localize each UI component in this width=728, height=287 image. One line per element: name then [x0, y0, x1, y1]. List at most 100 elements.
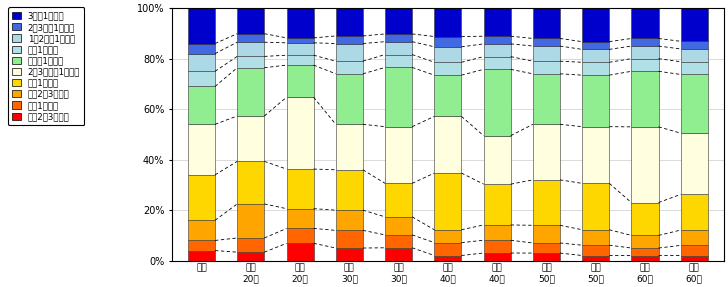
Bar [336, 230, 363, 248]
Bar [483, 36, 511, 44]
Bar [631, 38, 659, 46]
Bar [533, 253, 560, 261]
Bar [188, 175, 215, 220]
Bar [681, 194, 708, 230]
Bar [681, 133, 708, 194]
Bar [287, 65, 314, 97]
Bar [435, 243, 462, 255]
Bar [631, 203, 659, 235]
Bar [188, 71, 215, 86]
Bar [435, 230, 462, 243]
Bar [237, 116, 264, 161]
Bar [237, 204, 264, 238]
Bar [582, 49, 609, 62]
Bar [631, 46, 659, 59]
Bar [533, 61, 560, 74]
Bar [287, 43, 314, 55]
Bar [533, 8, 560, 38]
Bar [483, 184, 511, 225]
Bar [188, 86, 215, 124]
Bar [533, 180, 560, 225]
Bar [336, 248, 363, 261]
Bar [188, 124, 215, 175]
Bar [582, 62, 609, 75]
Bar [336, 44, 363, 61]
Bar [582, 183, 609, 230]
Bar [582, 255, 609, 261]
Bar [435, 62, 462, 75]
Bar [681, 230, 708, 245]
Bar [237, 68, 264, 116]
Bar [385, 183, 412, 217]
Bar [582, 245, 609, 255]
Bar [237, 252, 264, 261]
Bar [681, 75, 708, 133]
Bar [188, 220, 215, 241]
Bar [188, 8, 215, 44]
Bar [385, 67, 412, 127]
Bar [237, 161, 264, 204]
Bar [435, 47, 462, 62]
Bar [385, 55, 412, 67]
Bar [188, 251, 215, 261]
Bar [435, 173, 462, 230]
Bar [287, 38, 314, 43]
Bar [483, 44, 511, 57]
Bar [582, 8, 609, 42]
Bar [237, 56, 264, 68]
Bar [237, 34, 264, 42]
Bar [385, 235, 412, 248]
Bar [188, 241, 215, 251]
Bar [385, 248, 412, 261]
Bar [681, 49, 708, 62]
Bar [483, 69, 511, 136]
Bar [287, 8, 314, 38]
Bar [336, 74, 363, 124]
Bar [681, 62, 708, 75]
Bar [385, 42, 412, 55]
Bar [435, 255, 462, 261]
Bar [287, 228, 314, 243]
Bar [435, 36, 462, 47]
Bar [631, 59, 659, 71]
Bar [582, 42, 609, 49]
Bar [336, 210, 363, 230]
Bar [533, 46, 560, 61]
Bar [582, 230, 609, 245]
Legend: 3年に1回未満, 2〜3年に1回程度, 1〜2年に1回程度, 年に1回程度, 半年に1回程度, 2〜3カ月に1回程度, 月に1回程度, 月に2〜3回程度, 週に: 3年に1回未満, 2〜3年に1回程度, 1〜2年に1回程度, 年に1回程度, 半… [8, 7, 84, 125]
Bar [188, 44, 215, 54]
Bar [435, 75, 462, 116]
Bar [631, 8, 659, 38]
Bar [533, 74, 560, 124]
Bar [483, 225, 511, 240]
Bar [631, 127, 659, 203]
Bar [237, 238, 264, 252]
Bar [188, 54, 215, 71]
Bar [336, 124, 363, 170]
Bar [533, 124, 560, 180]
Bar [533, 243, 560, 253]
Bar [681, 41, 708, 49]
Bar [287, 55, 314, 65]
Bar [237, 42, 264, 56]
Bar [385, 217, 412, 235]
Bar [287, 169, 314, 209]
Bar [681, 8, 708, 41]
Bar [287, 243, 314, 261]
Bar [681, 245, 708, 255]
Bar [435, 8, 462, 36]
Bar [631, 71, 659, 127]
Bar [681, 255, 708, 261]
Bar [631, 256, 659, 261]
Bar [385, 34, 412, 42]
Bar [483, 240, 511, 253]
Bar [385, 8, 412, 34]
Bar [631, 235, 659, 248]
Bar [533, 225, 560, 243]
Bar [631, 248, 659, 256]
Bar [435, 116, 462, 173]
Bar [336, 61, 363, 74]
Bar [336, 170, 363, 210]
Bar [582, 75, 609, 127]
Bar [385, 127, 412, 183]
